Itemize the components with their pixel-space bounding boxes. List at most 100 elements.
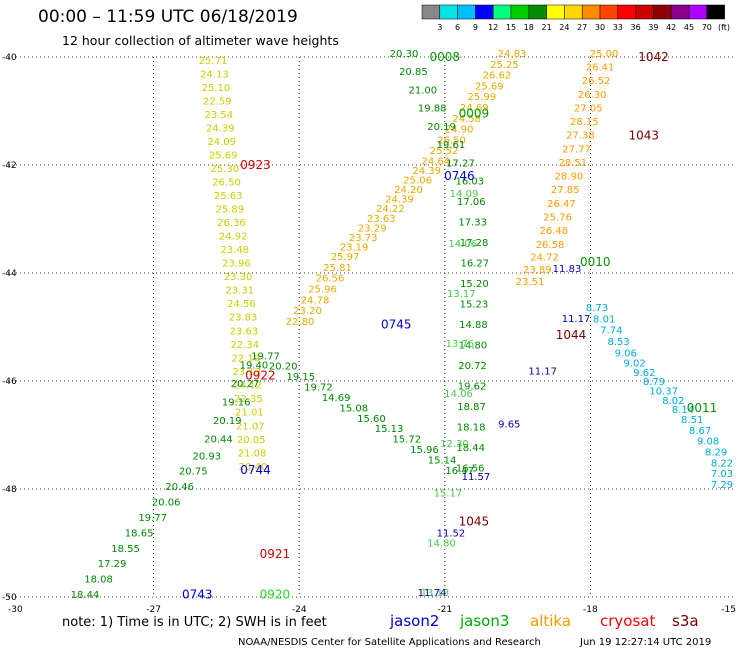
y-tick-label: -40	[2, 53, 17, 63]
swh-value: 15.20	[460, 279, 489, 290]
swh-value: 23.63	[367, 214, 396, 225]
colorbar-label: 3	[437, 23, 442, 32]
swh-value: 22.19	[231, 353, 260, 364]
swh-value: 25.69	[209, 151, 238, 162]
swh-value: 18.44	[456, 443, 485, 454]
swh-value: 22.35	[234, 394, 263, 405]
legend-item: altika	[530, 612, 571, 630]
swh-value: 23.51	[516, 277, 545, 288]
pass-label: 0921	[260, 547, 291, 561]
swh-value: 26.58	[536, 240, 565, 251]
pass-label: 0010	[580, 255, 611, 269]
swh-value: 27.77	[562, 144, 591, 155]
x-tick-label: -24	[292, 605, 307, 615]
swh-value: 7.74	[600, 326, 622, 337]
colorbar-label: 30	[595, 23, 605, 32]
swh-value: 21.07	[236, 421, 265, 432]
swh-value: 19.40	[240, 361, 269, 372]
swh-value: 13.17	[447, 289, 476, 300]
swh-value: 14.80	[459, 340, 488, 351]
swh-value: 23.31	[225, 286, 254, 297]
colorbar-swatch	[617, 4, 636, 20]
swh-value: 19.16	[222, 398, 251, 409]
swh-value: 8.02	[662, 396, 684, 407]
swh-value: 24.64	[421, 156, 450, 167]
colorbar-label: 33	[613, 23, 623, 32]
pass-label: 0746	[444, 169, 475, 183]
colorbar-swatch	[475, 4, 494, 20]
swh-value: 28.15	[570, 117, 599, 128]
pass-label: 0920	[260, 587, 291, 601]
swh-value: 25.63	[214, 191, 243, 202]
swh-value: 25.69	[475, 81, 504, 92]
swh-value: 8.14	[672, 405, 694, 416]
swh-value: 23.63	[230, 326, 259, 337]
swh-value: 25.99	[467, 92, 496, 103]
swh-value: 8.79	[643, 377, 665, 388]
swh-value: 15.17	[434, 489, 463, 500]
swh-value: 22.59	[203, 97, 232, 108]
swh-value: 20.30	[390, 49, 419, 60]
swh-value: 25.10	[202, 83, 231, 94]
swh-value: 9.08	[697, 437, 719, 448]
pass-label: 1043	[629, 128, 660, 142]
swh-value: 23.83	[229, 313, 258, 324]
swh-value: 15.13	[375, 424, 404, 435]
legend-item: jason2	[389, 612, 439, 630]
swh-value: 27.05	[574, 103, 603, 114]
swh-value: 17.33	[458, 217, 487, 228]
swh-value: 25.71	[199, 56, 228, 67]
colorbar-swatch	[653, 4, 672, 20]
colorbar-swatch	[510, 4, 530, 20]
swh-value: 28.90	[555, 172, 584, 183]
swh-value: 23.20	[293, 306, 322, 317]
swh-value: 19.61	[437, 140, 466, 151]
swh-value: 15.14	[428, 456, 457, 467]
colorbar-swatch	[528, 4, 547, 20]
swh-value: 11.74	[418, 588, 447, 599]
swh-value: 18.08	[84, 575, 113, 586]
swh-value: 24.20	[394, 185, 423, 196]
swh-value: 11.83	[553, 264, 582, 275]
x-tick-label: -30	[8, 605, 23, 615]
swh-value: 21.00	[408, 85, 437, 96]
colorbar-swatch	[439, 4, 458, 20]
colorbar-swatch	[670, 4, 690, 20]
swh-value: 11.17	[528, 367, 557, 378]
footer-timestamp: Jun 19 12:27:14 UTC 2019	[579, 637, 711, 648]
swh-value: 11.57	[462, 472, 491, 483]
pass-label: 0009	[459, 107, 490, 121]
colorbar-label: 9	[473, 23, 478, 32]
swh-value: 14.88	[459, 320, 488, 331]
swh-value: 26.36	[217, 218, 246, 229]
swh-value: 9.06	[615, 348, 637, 359]
swh-value: 20.75	[179, 467, 208, 478]
note-text: note: 1) Time is in UTC; 2) SWH is in fe…	[62, 615, 327, 630]
swh-value: 17.28	[460, 238, 489, 249]
swh-value: 19.62	[458, 381, 487, 392]
swh-value: 25.52	[430, 146, 459, 157]
swh-value: 27.85	[551, 185, 580, 196]
legend-item: cryosat	[600, 612, 655, 630]
y-tick-label: -46	[2, 377, 17, 387]
swh-value: 14.69	[322, 393, 351, 404]
swh-value: 23.30	[224, 272, 253, 283]
swh-value: 16.27	[461, 258, 490, 269]
swh-value: 27.38	[566, 131, 595, 142]
swh-value: 15.72	[392, 435, 421, 446]
swh-value: 25.06	[403, 176, 432, 187]
swh-value: 20.19	[213, 416, 242, 427]
swh-value: 23.29	[358, 223, 387, 234]
swh-value: 8.73	[586, 303, 608, 314]
swh-value: 19.72	[304, 383, 333, 394]
pass-label: 1045	[459, 514, 490, 528]
swh-value: 18.65	[125, 528, 154, 539]
colorbar-unit: (ft)	[718, 23, 730, 32]
colorbar-swatch	[581, 4, 601, 20]
swh-value: 7.29	[711, 480, 733, 491]
swh-value: 26.30	[578, 90, 607, 101]
x-tick-label: -18	[583, 605, 598, 615]
colorbar-swatch	[688, 4, 708, 20]
swh-value: 26.47	[547, 199, 576, 210]
